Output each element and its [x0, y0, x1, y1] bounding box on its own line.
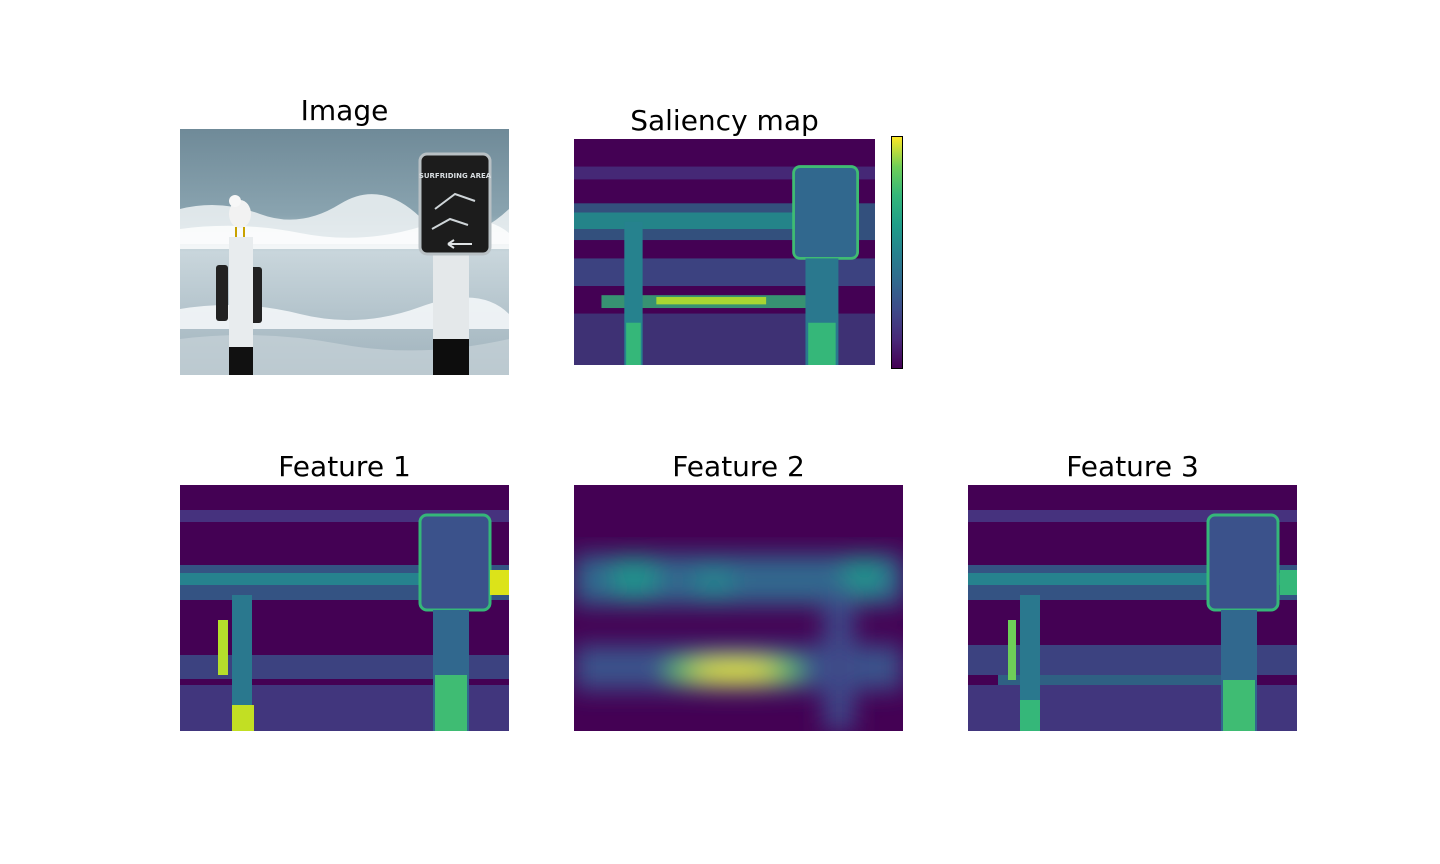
- photo-panel: SURFRIDING AREA: [180, 129, 509, 375]
- feature1-map: [180, 485, 509, 731]
- feature2-map: [574, 485, 903, 731]
- feature3-title: Feature 3: [1066, 450, 1199, 483]
- saliency-map: [574, 139, 875, 365]
- feature1-title: Feature 1: [278, 450, 411, 483]
- beach-photo: SURFRIDING AREA: [180, 129, 509, 375]
- feature2-title: Feature 2: [672, 450, 805, 483]
- sign-text: SURFRIDING AREA: [419, 172, 492, 180]
- feature3-map: [968, 485, 1297, 731]
- image-title: Image: [300, 94, 389, 127]
- saliency-title: Saliency map: [630, 104, 819, 137]
- saliency-colorbar: [891, 136, 903, 369]
